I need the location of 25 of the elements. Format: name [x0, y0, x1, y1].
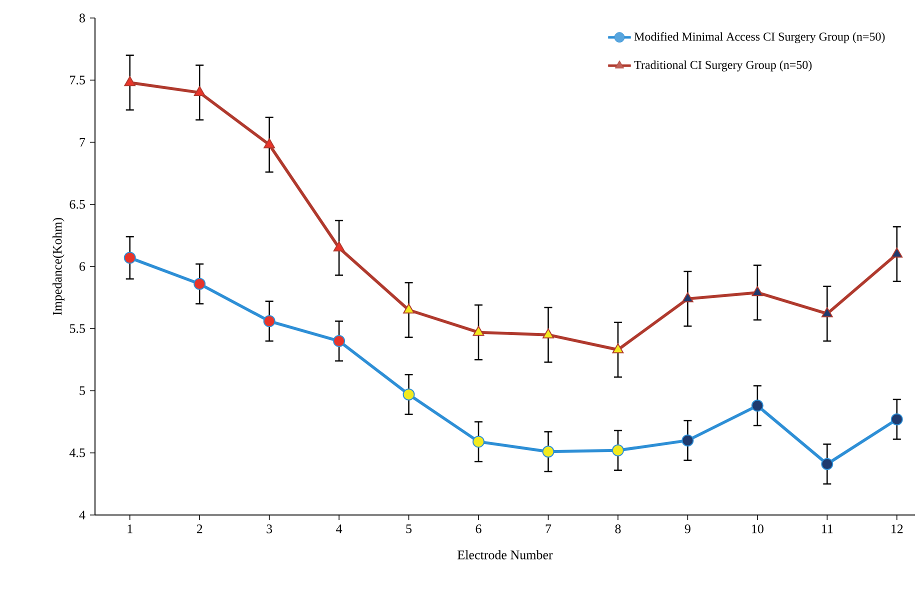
y-tick-label: 5	[80, 386, 85, 396]
x-tick-label: 7	[546, 524, 552, 534]
x-tick-label: 4	[336, 524, 342, 534]
y-tick-label: 8	[79, 14, 85, 22]
x-tick-label: 2	[196, 524, 202, 534]
y-tick-label: 4.5	[69, 448, 85, 458]
x-tick-label: 9	[684, 524, 690, 534]
y-tick-label: 6	[80, 262, 86, 271]
legend-label: Modified Minimal Access CI Surgery Group (n=50)	[634, 32, 885, 44]
x-tick-label: 3	[266, 524, 272, 534]
y-tick-label: 4	[79, 510, 86, 520]
x-tick-label: 5	[406, 524, 412, 534]
x-tick-label: 10	[752, 524, 764, 534]
y-tick-label: 7	[80, 138, 86, 147]
y-tick-label: 5.5	[70, 324, 85, 333]
y-axis-title: Impedance(Kohm)	[52, 218, 64, 316]
x-tick-label: 11	[822, 524, 833, 534]
y-tick-label: 7.5	[70, 76, 85, 84]
x-tick-label: 6	[476, 524, 482, 534]
x-tick-label: 8	[615, 524, 621, 534]
x-axis-title: Electrode Number	[458, 550, 553, 560]
x-tick-label: 12	[892, 524, 903, 534]
legend-label: Traditional CI Surgery Group (n=50)	[634, 60, 812, 72]
y-tick-label: 6.5	[70, 200, 85, 209]
x-tick-label: 1	[128, 524, 132, 534]
